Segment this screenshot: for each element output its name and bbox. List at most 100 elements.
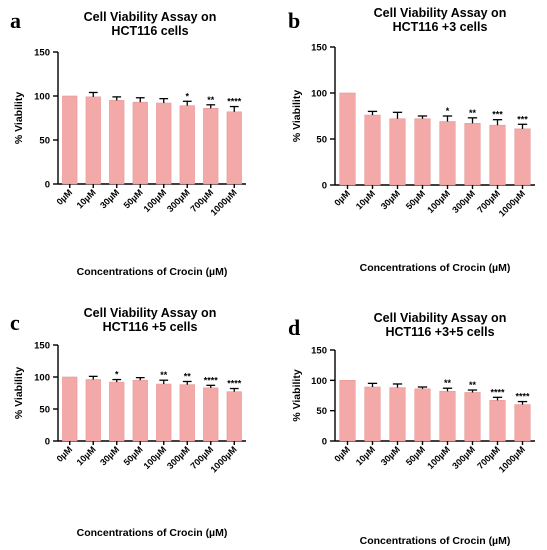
x-tick-label: 100µM	[425, 444, 452, 471]
x-tick-label: 100µM	[142, 187, 169, 214]
bar	[464, 123, 481, 186]
chart-title-line: HCT116 +3 cells	[393, 20, 488, 34]
x-axis-title: Concentrations of Crocin (µM)	[360, 535, 511, 547]
y-tick-label: 50	[39, 136, 50, 147]
x-tick-label: 100µM	[425, 188, 452, 215]
bar	[109, 100, 125, 185]
y-tick-label: 0	[322, 437, 327, 448]
x-tick-label: 10µM	[75, 187, 98, 210]
x-tick-label: 100µM	[142, 444, 169, 471]
chart-title-line: Cell Viability Assay on	[84, 306, 217, 320]
x-axis-title: Concentrations of Crocin (µM)	[77, 266, 228, 278]
bar	[132, 379, 148, 442]
significance-label: ***	[492, 110, 503, 120]
bar	[339, 380, 356, 442]
y-tick-label: 150	[311, 346, 327, 357]
panel-letter: d	[288, 315, 300, 340]
bar	[489, 400, 506, 442]
significance-label: **	[469, 380, 477, 390]
x-tick-label: 30µM	[98, 187, 121, 210]
y-tick-label: 150	[34, 48, 50, 59]
bar	[389, 387, 406, 442]
x-tick-label: 30µM	[98, 444, 121, 467]
x-tick-label: 1000µM	[497, 444, 527, 474]
chart-title-line: Cell Viability Assay on	[374, 6, 507, 20]
y-tick-label: 50	[316, 135, 327, 146]
y-tick-label: 100	[311, 376, 327, 387]
bar	[179, 105, 195, 185]
x-tick-label: 10µM	[75, 444, 98, 467]
y-axis-title: % Viability	[291, 90, 303, 142]
significance-label: ****	[490, 387, 505, 397]
y-tick-label: 50	[316, 406, 327, 417]
y-tick-label: 100	[34, 373, 50, 384]
significance-label: ****	[204, 375, 219, 385]
y-tick-label: 0	[322, 181, 327, 192]
bar	[109, 381, 125, 442]
bar	[464, 392, 481, 442]
bar	[156, 383, 172, 442]
x-tick-label: 300µM	[450, 444, 477, 471]
significance-label: **	[160, 370, 168, 380]
bar	[364, 386, 381, 442]
bar	[489, 124, 506, 186]
significance-label: *	[185, 91, 189, 101]
bar	[389, 118, 406, 186]
panel-letter: b	[288, 8, 300, 33]
significance-label: ****	[515, 392, 530, 402]
x-tick-label: 300µM	[165, 187, 192, 214]
panel-letter: a	[10, 8, 21, 33]
bar	[514, 404, 531, 442]
y-axis-title: % Viability	[13, 92, 25, 144]
bar	[339, 92, 356, 186]
bar	[85, 379, 101, 442]
x-tick-label: 50µM	[404, 188, 427, 211]
significance-label: **	[207, 95, 215, 105]
bar	[226, 111, 242, 185]
bar	[203, 108, 219, 185]
significance-label: ****	[227, 97, 242, 107]
x-tick-label: 0µM	[332, 444, 352, 464]
significance-label: ****	[227, 379, 242, 389]
bar	[439, 390, 456, 442]
x-tick-label: 10µM	[354, 188, 377, 211]
bar	[85, 96, 101, 185]
x-tick-label: 0µM	[55, 187, 75, 207]
significance-label: **	[184, 371, 192, 381]
y-tick-label: 100	[311, 89, 327, 100]
y-axis-title: % Viability	[13, 367, 25, 419]
significance-label: ***	[517, 114, 528, 124]
significance-label: **	[444, 378, 452, 388]
x-tick-label: 0µM	[55, 444, 75, 464]
x-tick-label: 0µM	[332, 188, 352, 208]
x-tick-label: 10µM	[354, 444, 377, 467]
x-tick-label: 30µM	[379, 444, 402, 467]
x-tick-label: 30µM	[379, 188, 402, 211]
bar	[203, 387, 219, 442]
bar	[62, 95, 78, 185]
chart-title-line: HCT116 +3+5 cells	[385, 325, 494, 339]
x-tick-label: 300µM	[450, 188, 477, 215]
y-tick-label: 150	[34, 341, 50, 352]
x-tick-label: 300µM	[165, 444, 192, 471]
y-tick-label: 150	[311, 43, 327, 54]
chart-title-line: HCT116 cells	[111, 24, 188, 38]
chart-title-line: Cell Viability Assay on	[84, 10, 217, 24]
y-tick-label: 50	[39, 405, 50, 416]
panel-letter: c	[10, 310, 20, 335]
bar	[226, 391, 242, 442]
chart-title-line: Cell Viability Assay on	[374, 311, 507, 325]
bar	[514, 128, 531, 186]
chart-title-line: HCT116 +5 cells	[103, 320, 198, 334]
bar	[179, 384, 195, 442]
x-tick-label: 1000µM	[208, 444, 238, 474]
x-tick-label: 1000µM	[208, 187, 238, 217]
bar	[62, 376, 78, 442]
bar	[156, 102, 172, 185]
significance-label: *	[446, 106, 450, 116]
y-axis-title: % Viability	[291, 369, 303, 421]
